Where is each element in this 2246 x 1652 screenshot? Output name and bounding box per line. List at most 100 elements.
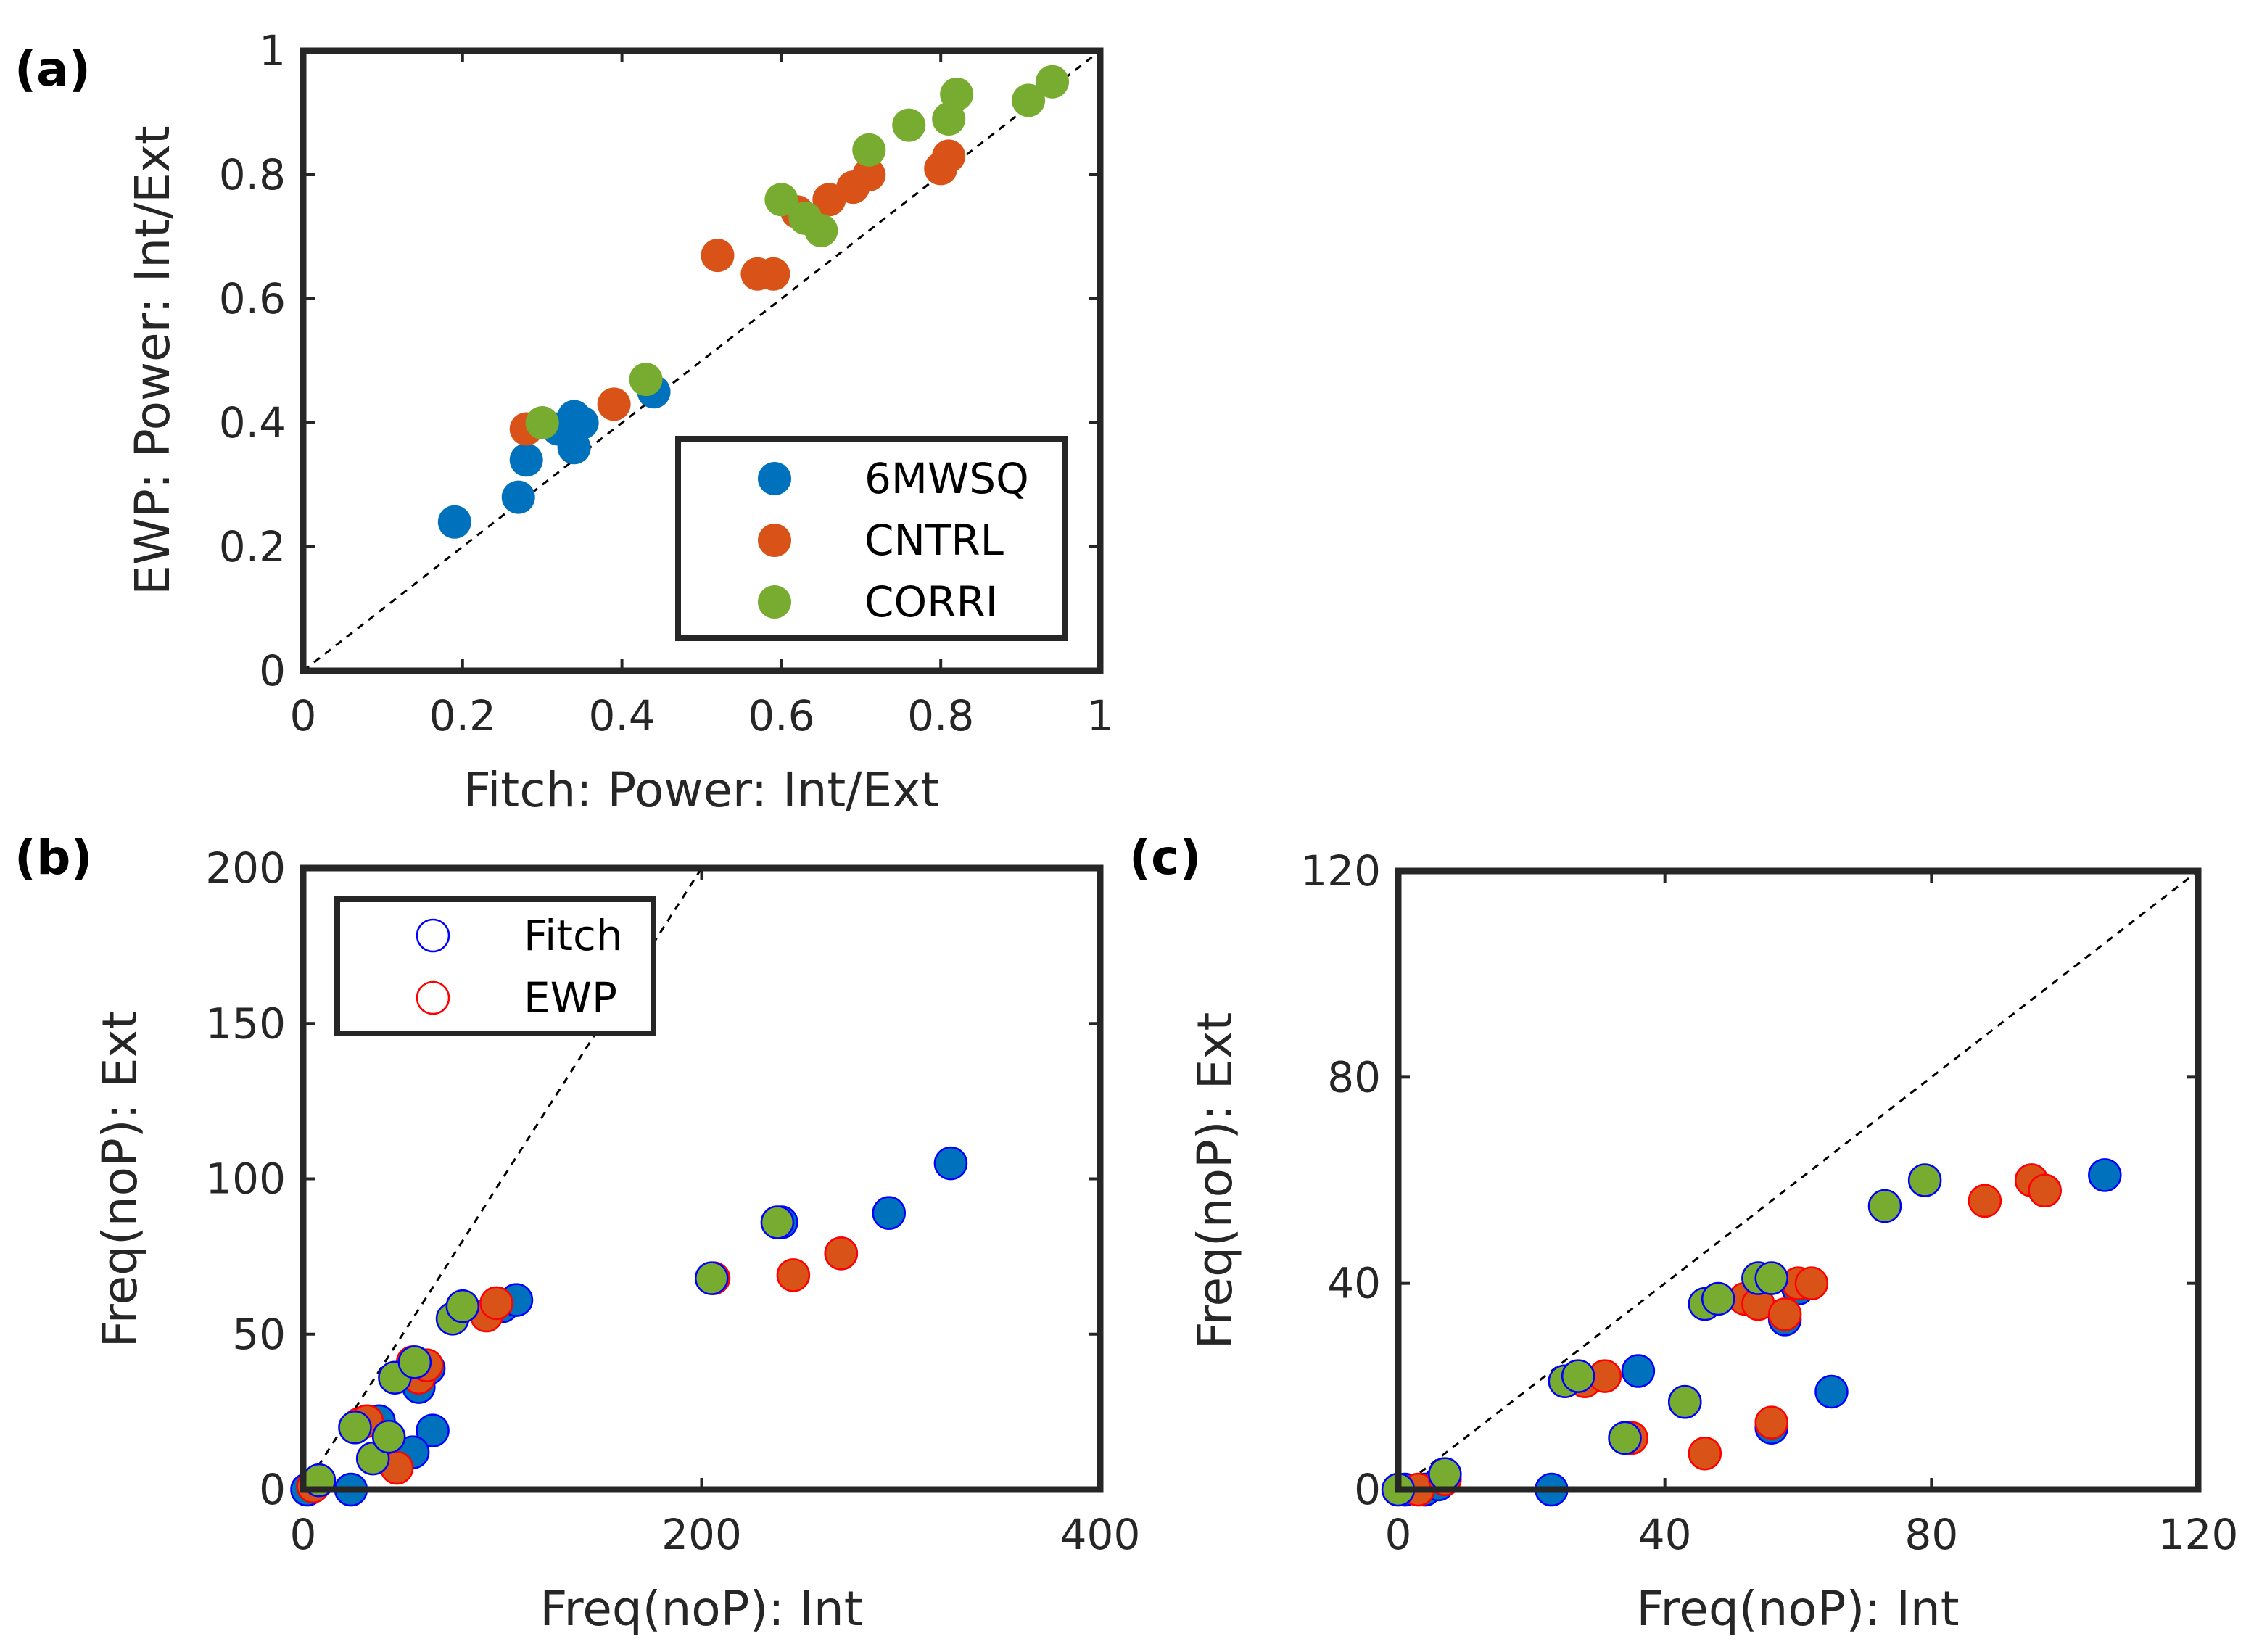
panel-b-xlabel: Freq(noP): Int (540, 1581, 862, 1637)
data-point-6mwsq (416, 1413, 450, 1447)
panel-c-ylabel: Freq(noP): Ext (1187, 1012, 1243, 1350)
data-point-cntrl (852, 158, 886, 191)
legend-label-fitch: Fitch (524, 911, 623, 960)
data-point-corri (1428, 1457, 1462, 1491)
y-tick-label: 80 (1327, 1052, 1381, 1102)
panel-b-label: (b) (15, 830, 93, 885)
legend-label-cntrl: CNTRL (864, 516, 1004, 565)
panel-b-axes-frame (300, 864, 1104, 1493)
legend-label-corri: CORRI (864, 577, 998, 627)
y-tick-label: 1 (259, 26, 286, 75)
legend-marker-cntrl (758, 524, 791, 557)
panel-a-diagonal (302, 49, 1101, 672)
x-tick-label: 200 (661, 1510, 742, 1559)
legend-marker-ewp (416, 980, 450, 1015)
data-point-corri (1667, 1384, 1702, 1419)
data-point-corri (760, 1205, 795, 1239)
panel-c-axes-frame (1395, 867, 2202, 1493)
data-point-corri (629, 363, 663, 397)
data-point-corri (1561, 1359, 1595, 1393)
data-point-6mwsq (509, 443, 543, 477)
panel-a-label: (a) (15, 41, 91, 97)
panel-c-diagonal (1397, 870, 2199, 1491)
y-tick-label: 200 (205, 843, 286, 893)
data-point-corri (1867, 1189, 1902, 1223)
x-tick-label: 0.8 (907, 691, 974, 740)
data-point-corri (804, 213, 838, 247)
data-point-6mwsq (1621, 1354, 1656, 1388)
panel-c-points (1381, 1158, 2122, 1507)
panel-c-label: (c) (1129, 830, 1201, 885)
data-point-6mwsq (2088, 1158, 2122, 1192)
data-point-6mwsq (437, 505, 471, 539)
data-point-cntrl (1794, 1266, 1829, 1300)
data-point-6mwsq (557, 431, 591, 465)
data-point-corri (1012, 83, 1046, 117)
x-tick-label: 120 (2158, 1510, 2239, 1559)
panel-a-legend: 6MWSQ CNTRL CORRI (675, 436, 1068, 641)
data-point-cntrl (756, 257, 790, 291)
panel-c: (c) 0 40 80 120 0 40 80 120 Freq(noP): Int Freq… (1129, 830, 2238, 1637)
legend-label-ewp: EWP (524, 973, 617, 1023)
legend-marker-fitch (416, 918, 450, 953)
panel-b-ylabel: Freq(noP): Ext (92, 1011, 148, 1348)
data-point-cntrl (932, 139, 966, 173)
x-tick-label: 1 (1087, 691, 1114, 740)
y-tick-label: 50 (232, 1310, 286, 1359)
data-point-corri (371, 1419, 406, 1454)
x-tick-label: 0.2 (429, 691, 496, 740)
x-tick-label: 80 (1904, 1510, 1958, 1559)
data-point-corri (764, 183, 798, 217)
data-point-cntrl (1767, 1297, 1802, 1331)
data-point-cntrl (479, 1286, 513, 1321)
y-tick-label: 100 (205, 1155, 286, 1204)
data-point-corri (397, 1345, 432, 1379)
panel-b-points (290, 1146, 968, 1507)
y-tick-label: 120 (1300, 846, 1381, 896)
data-point-corri (940, 77, 974, 111)
panel-a-xlabel: Fitch: Power: Int/Ext (463, 762, 939, 818)
y-tick-label: 150 (205, 999, 286, 1048)
legend-label-6mwsq: 6MWSQ (864, 454, 1029, 503)
legend-marker-6mwsq (758, 462, 791, 495)
diagonal-reference-line (1397, 870, 2199, 1491)
data-point-corri (694, 1261, 729, 1295)
data-point-cntrl (1754, 1405, 1788, 1440)
data-point-cntrl (1968, 1184, 2002, 1218)
panel-b-legend-box (334, 896, 656, 1036)
x-tick-label: 0 (290, 1510, 317, 1559)
panel-a-points (437, 65, 1070, 539)
x-tick-label: 400 (1060, 1510, 1141, 1559)
data-point-cntrl (776, 1258, 811, 1292)
y-tick-label: 40 (1327, 1259, 1381, 1308)
y-tick-label: 0.8 (219, 150, 286, 199)
data-point-corri (1754, 1261, 1788, 1295)
y-tick-label: 0 (1354, 1465, 1381, 1514)
panel-a-legend-box (675, 436, 1068, 641)
data-point-cntrl (597, 387, 631, 421)
data-point-corri (445, 1289, 480, 1323)
legend-marker-corri (758, 585, 791, 619)
data-point-corri (1907, 1163, 1942, 1197)
data-point-cntrl (2028, 1173, 2062, 1207)
y-tick-label: 0 (259, 646, 286, 695)
data-point-corri (892, 108, 926, 142)
data-point-6mwsq (501, 480, 535, 514)
diagonal-reference-line (302, 49, 1101, 672)
x-tick-label: 0 (1385, 1510, 1412, 1559)
data-point-cntrl (1688, 1436, 1722, 1471)
data-point-corri (1036, 65, 1070, 99)
panel-b-ticks: 0 200 400 0 50 100 150 200 (205, 843, 1140, 1559)
panel-a-ylabel: EWP: Power: Int/Ext (125, 125, 181, 595)
y-tick-label: 0.2 (219, 522, 286, 571)
y-tick-label: 0 (259, 1465, 286, 1514)
panel-a-ticks: 0 0.2 0.4 0.6 0.8 1 0 0.2 0.4 0.6 0.8 1 (219, 26, 1114, 740)
panel-c-xlabel: Freq(noP): Int (1636, 1581, 1959, 1637)
data-point-6mwsq (1814, 1374, 1849, 1409)
data-point-cntrl (824, 1236, 859, 1271)
data-point-corri (338, 1411, 372, 1445)
y-tick-label: 0.4 (219, 398, 286, 447)
x-tick-label: 40 (1638, 1510, 1692, 1559)
data-point-cntrl (701, 239, 735, 273)
